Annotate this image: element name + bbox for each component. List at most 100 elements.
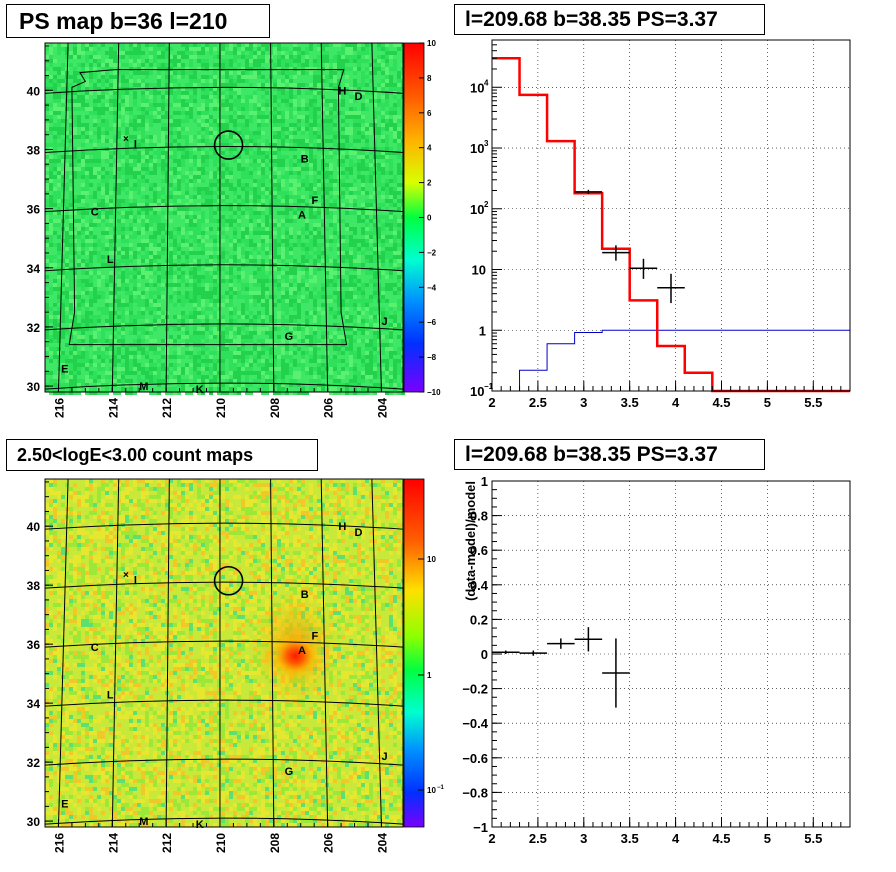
ps-map-pixel bbox=[45, 267, 49, 271]
ps-map-pixel bbox=[265, 75, 269, 79]
ps-map-pixel bbox=[129, 59, 133, 63]
ps-map-pixel bbox=[317, 91, 321, 95]
ps-map-pixel bbox=[225, 47, 229, 51]
ps-map-pixel bbox=[77, 127, 81, 131]
ps-map-pixel bbox=[325, 279, 329, 283]
ps-map-pixel bbox=[245, 83, 249, 87]
ps-map-pixel bbox=[105, 59, 109, 63]
ps-map-pixel bbox=[125, 311, 129, 315]
ps-map-pixel bbox=[157, 275, 161, 279]
ps-map-pixel bbox=[277, 63, 281, 67]
ps-map-pixel bbox=[321, 75, 325, 79]
ps-map-pixel bbox=[153, 171, 157, 175]
ps-map-pixel bbox=[333, 303, 337, 307]
ps-map-pixel bbox=[249, 255, 253, 259]
ps-map-pixel bbox=[189, 115, 193, 119]
ps-map-pixel bbox=[293, 79, 297, 83]
ps-map-pixel bbox=[253, 259, 257, 263]
ps-map-pixel bbox=[57, 215, 61, 219]
ps-map-pixel bbox=[241, 303, 245, 307]
ps-map-pixel bbox=[217, 219, 221, 223]
ps-map-pixel bbox=[165, 219, 169, 223]
ps-map-pixel bbox=[373, 215, 377, 219]
ps-map-pixel bbox=[185, 163, 189, 167]
ps-map-pixel bbox=[349, 291, 353, 295]
ps-map-pixel bbox=[361, 327, 365, 331]
ps-map-pixel bbox=[113, 191, 117, 195]
ps-map-pixel bbox=[357, 131, 361, 135]
ps-map-pixel bbox=[321, 55, 325, 59]
ps-map-pixel bbox=[209, 159, 213, 163]
ps-map-pixel bbox=[85, 235, 89, 239]
ps-map-pixel bbox=[137, 239, 141, 243]
ps-map-pixel bbox=[221, 55, 225, 59]
ps-map-pixel bbox=[125, 183, 129, 187]
ps-map-pixel bbox=[213, 215, 217, 219]
ps-map-pixel bbox=[77, 295, 81, 299]
ps-map-pixel bbox=[149, 227, 153, 231]
ps-map-pixel bbox=[53, 183, 57, 187]
ps-map-pixel bbox=[181, 323, 185, 327]
ps-map-pixel bbox=[373, 119, 377, 123]
ps-map-pixel bbox=[349, 111, 353, 115]
ps-map-pixel bbox=[293, 299, 297, 303]
ps-map-pixel bbox=[149, 203, 153, 207]
ps-map-pixel bbox=[105, 95, 109, 99]
ps-map-pixel bbox=[281, 107, 285, 111]
ps-map-pixel bbox=[269, 275, 273, 279]
ps-map-pixel bbox=[237, 91, 241, 95]
ps-map-pixel bbox=[325, 211, 329, 215]
ps-map-pixel bbox=[293, 151, 297, 155]
ps-map-pixel bbox=[85, 123, 89, 127]
ps-map-pixel bbox=[381, 295, 385, 299]
ps-map-pixel bbox=[261, 187, 265, 191]
ps-map-pixel bbox=[81, 243, 85, 247]
ps-map-pixel bbox=[297, 219, 301, 223]
ps-map-pixel bbox=[81, 211, 85, 215]
ps-map-pixel bbox=[301, 143, 305, 147]
ps-map-pixel bbox=[213, 167, 217, 171]
ps-map-pixel bbox=[333, 247, 337, 251]
ps-map-pixel bbox=[365, 187, 369, 191]
ps-map-pixel bbox=[61, 331, 65, 335]
ps-map-pixel bbox=[205, 187, 209, 191]
ps-map-pixel bbox=[357, 199, 361, 203]
ps-map-pixel bbox=[81, 99, 85, 103]
ps-map-pixel bbox=[341, 167, 345, 171]
ps-map-pixel bbox=[233, 175, 237, 179]
ps-map-pixel bbox=[85, 199, 89, 203]
ps-map-pixel bbox=[109, 115, 113, 119]
ps-map-pixel bbox=[101, 275, 105, 279]
ps-map-pixel bbox=[69, 167, 73, 171]
ps-map-pixel bbox=[389, 259, 393, 263]
ps-map-pixel bbox=[69, 151, 73, 155]
ps-map-pixel bbox=[241, 291, 245, 295]
ps-map-pixel bbox=[357, 91, 361, 95]
ps-map-pixel bbox=[241, 75, 245, 79]
ps-map-pixel bbox=[245, 259, 249, 263]
ps-map-pixel bbox=[97, 299, 101, 303]
ps-map-pixel bbox=[185, 159, 189, 163]
ps-map-pixel bbox=[189, 139, 193, 143]
ps-map-pixel bbox=[53, 295, 57, 299]
ps-map-pixel bbox=[245, 323, 249, 327]
ps-map-pixel bbox=[145, 71, 149, 75]
ps-map-pixel bbox=[321, 323, 325, 327]
ps-map-pixel bbox=[389, 183, 393, 187]
ps-map-pixel bbox=[317, 103, 321, 107]
ps-map-pixel bbox=[69, 207, 73, 211]
ps-map-pixel bbox=[217, 111, 221, 115]
ps-map-pixel bbox=[77, 115, 81, 119]
ps-map-pixel bbox=[121, 191, 125, 195]
ps-map-pixel bbox=[341, 211, 345, 215]
ps-map-pixel bbox=[129, 183, 133, 187]
ps-map-pixel bbox=[157, 87, 161, 91]
ps-map-pixel bbox=[81, 155, 85, 159]
ps-map-pixel bbox=[309, 83, 313, 87]
ps-map-pixel bbox=[261, 59, 265, 63]
ps-map-pixel bbox=[153, 127, 157, 131]
ps-map-pixel bbox=[221, 191, 225, 195]
ps-map-pixel bbox=[321, 43, 325, 47]
ps-map-pixel bbox=[313, 239, 317, 243]
ps-map-pixel bbox=[149, 55, 153, 59]
